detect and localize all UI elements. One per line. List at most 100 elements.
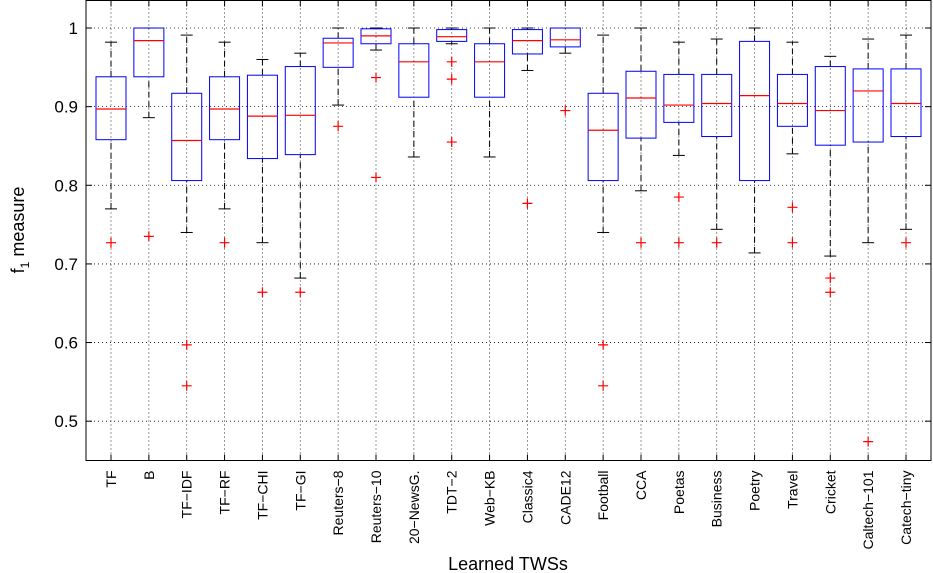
y-axis-title-subscript: 1 — [18, 261, 32, 268]
category-label: Football — [595, 471, 611, 521]
iqr-box — [890, 68, 922, 138]
iqr-box — [322, 37, 354, 68]
plot-frame — [85, 0, 932, 461]
category-label: Cricket — [822, 470, 838, 514]
category-label: CADE12 — [557, 470, 573, 525]
iqr-box — [739, 40, 771, 182]
iqr-box — [701, 73, 733, 138]
outlier-marker — [787, 202, 798, 213]
iqr-box — [625, 70, 657, 139]
box-19 — [776, 41, 808, 248]
box-14 — [587, 34, 619, 391]
box-9 — [398, 27, 430, 158]
category-label: TF−GI — [292, 471, 308, 511]
box-10 — [436, 27, 468, 148]
iqr-box — [436, 29, 468, 42]
iqr-box — [814, 66, 846, 146]
iqr-box — [511, 29, 543, 55]
y-tick-label: 0.6 — [54, 334, 78, 353]
y-axis-title-rest: measure — [8, 187, 28, 262]
box-4 — [209, 41, 241, 248]
outlier-marker — [673, 237, 684, 248]
outlier-marker — [673, 192, 684, 203]
box-15 — [625, 27, 657, 248]
iqr-box — [209, 76, 241, 141]
box-8 — [360, 27, 392, 183]
iqr-box — [587, 92, 619, 182]
iqr-box — [95, 76, 127, 141]
outlier-marker — [181, 380, 192, 391]
grid-lines — [86, 0, 931, 461]
box-3 — [171, 34, 203, 391]
box-1 — [95, 41, 127, 248]
category-label: 20−NewsG. — [406, 471, 422, 545]
category-label: CCA — [633, 470, 649, 500]
category-label: Web−KB — [482, 471, 498, 526]
category-label: Reuters−10 — [368, 470, 384, 543]
iqr-box — [133, 27, 165, 78]
category-label: Travel — [784, 471, 800, 509]
outlier-marker — [257, 287, 268, 298]
box-22 — [890, 34, 922, 248]
category-label: Business — [709, 471, 725, 528]
outlier-marker — [371, 172, 381, 183]
outlier-marker — [901, 237, 911, 248]
outlier-marker — [371, 72, 381, 83]
box-17 — [701, 38, 733, 248]
category-label: TF−IDF — [179, 471, 195, 519]
box-18 — [739, 27, 771, 254]
category-label: B — [141, 471, 157, 480]
box-11 — [474, 27, 506, 158]
category-label: Poetry — [747, 471, 763, 511]
y-tick-label: 0.9 — [54, 98, 78, 117]
y-tick-label: 1 — [69, 19, 78, 38]
outlier-marker — [143, 231, 154, 242]
iqr-box — [852, 68, 884, 143]
box-12 — [511, 27, 543, 209]
iqr-box — [398, 43, 430, 98]
outlier-marker — [446, 137, 457, 148]
iqr-box — [474, 43, 506, 98]
outlier-marker — [825, 273, 836, 284]
outlier-marker — [333, 121, 344, 132]
box-20 — [814, 55, 846, 298]
outlier-marker — [598, 339, 609, 350]
iqr-box — [549, 27, 581, 48]
category-label: Catech−tiny — [898, 471, 914, 545]
outlier-marker — [863, 436, 874, 447]
outlier-marker — [522, 198, 533, 209]
iqr-box — [284, 66, 316, 156]
iqr-box — [776, 73, 808, 127]
outlier-marker — [219, 237, 230, 248]
outlier-marker — [446, 74, 457, 85]
iqr-box — [171, 92, 203, 182]
box-7 — [322, 27, 354, 132]
y-axis-title-main: f — [8, 267, 28, 273]
x-axis-title: Learned TWSs — [448, 554, 568, 573]
y-tick-label: 0.5 — [54, 412, 78, 431]
box-2 — [133, 27, 165, 242]
x-axis-category-labels: TF B TF−IDF TF−RF TF−CHI TF−GI Reuters−8 Reuter… — [103, 0, 914, 550]
outlier-marker — [787, 237, 798, 248]
category-label: TDT−2 — [444, 470, 460, 513]
box-5 — [246, 58, 278, 298]
y-tick-label: 0.7 — [54, 255, 78, 274]
category-label: TF — [103, 471, 119, 488]
box-series — [95, 27, 922, 447]
y-tick-label: 0.8 — [54, 176, 78, 195]
y-axis-title: f1 measure — [8, 187, 32, 274]
category-label: Reuters−8 — [330, 470, 346, 535]
y-axis-ticks: 0.5 0.6 0.7 0.8 0.9 1 — [54, 19, 931, 431]
category-label: Poetas — [671, 471, 687, 515]
outlier-marker — [825, 287, 836, 298]
box-13 — [549, 27, 581, 116]
outlier-marker — [711, 237, 722, 248]
iqr-box — [663, 73, 695, 123]
outlier-marker — [560, 105, 571, 116]
outlier-marker — [295, 287, 306, 298]
box-6 — [284, 52, 316, 298]
outlier-marker — [106, 237, 116, 248]
category-label: TF−CHI — [254, 471, 270, 520]
outlier-marker — [636, 237, 646, 248]
